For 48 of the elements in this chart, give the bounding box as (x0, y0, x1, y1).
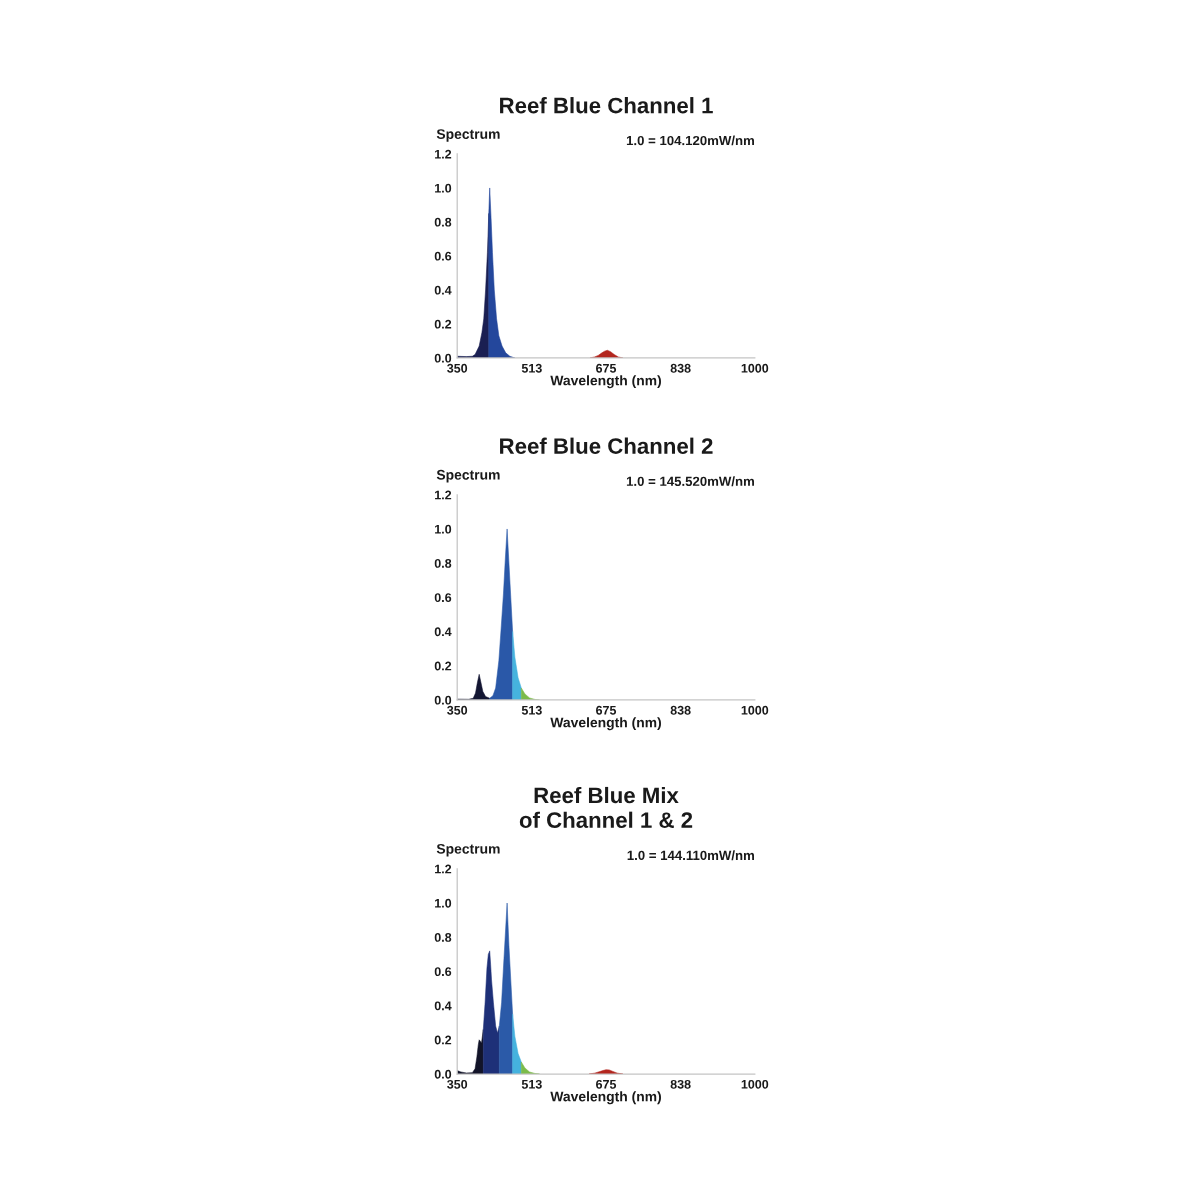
y-tick-label: 1.0 (435, 524, 452, 534)
y-axis-title: Spectrum (436, 129, 500, 142)
chart-title: Reef Blue Channel 1 (500, 97, 713, 114)
y-tick-label: 0.0 (434, 353, 452, 363)
y-tick-label: 0.4 (434, 1001, 452, 1011)
y-tick-label: 0.2 (434, 319, 452, 329)
y-tick-label: 1.0 (435, 183, 452, 193)
x-axis-title: Wavelength (nm) (550, 717, 661, 731)
y-tick-label: 0.6 (434, 251, 452, 261)
x-tick-label: 1000 (741, 1079, 769, 1089)
x-tick-label: 350 (447, 363, 468, 373)
y-tick-label: 1.0 (435, 898, 452, 908)
x-tick-label: 675 (596, 705, 617, 715)
x-tick-label: 675 (596, 363, 617, 373)
x-tick-label: 1000 (741, 705, 769, 715)
x-tick-label: 838 (670, 705, 691, 715)
text: 1.0 = 145.520mW/nm (626, 476, 754, 487)
x-tick-label: 838 (670, 1079, 691, 1089)
x-tick-label: 1000 (741, 363, 769, 373)
x-tick-label: 513 (521, 363, 542, 373)
text: 1.0 = 144.110mW/nm (627, 850, 754, 861)
y-tick-label: 0.6 (434, 593, 452, 603)
y-tick-label: 0.2 (434, 661, 452, 671)
y-axis-title: Spectrum (436, 843, 500, 857)
x-tick-label: 675 (596, 1079, 617, 1089)
y-tick-label: 0.4 (434, 627, 452, 637)
y-tick-label: 0.0 (434, 1069, 452, 1079)
x-axis-title: Wavelength (nm) (550, 375, 661, 389)
chart-title: Reef Blue Channel 2 (500, 437, 713, 454)
y-tick-label: 0.8 (434, 558, 452, 568)
y-tick-label: 0.8 (434, 933, 452, 942)
y-tick-label: 0.2 (434, 1035, 452, 1045)
y-tick-label: 0.8 (434, 217, 452, 227)
x-axis-title: Wavelength (nm) (550, 1091, 661, 1105)
x-tick-label: 350 (447, 1079, 468, 1089)
x-tick-label: 513 (521, 1079, 542, 1089)
y-tick-label: 1.2 (435, 149, 452, 159)
y-tick-label: 0.4 (434, 285, 452, 295)
y-tick-label: 0.0 (434, 695, 452, 705)
y-axis-title: Spectrum (436, 469, 500, 483)
y-tick-label: 1.2 (435, 864, 452, 874)
chart-title: Reef Blue Mix of Channel 1 & 2 (519, 786, 693, 828)
y-tick-label: 1.2 (435, 490, 452, 500)
y-tick-label: 0.6 (434, 967, 452, 977)
x-tick-label: 838 (670, 363, 691, 373)
x-tick-label: 350 (447, 705, 468, 715)
x-tick-label: 513 (521, 705, 542, 715)
text: 1.0 = 104.120mW/nm (626, 135, 754, 146)
